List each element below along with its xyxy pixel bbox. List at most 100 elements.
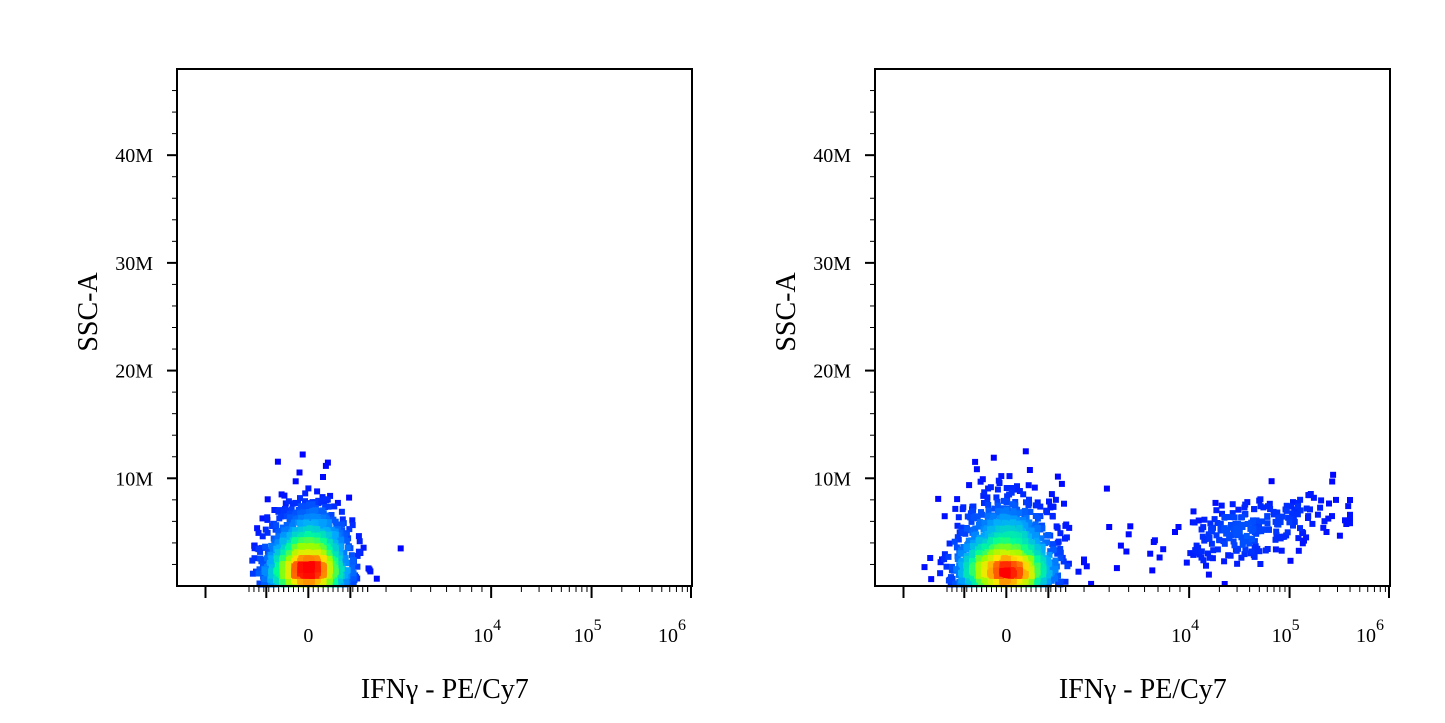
data-point [268, 572, 275, 579]
x-tick-label: 104 [1171, 617, 1199, 647]
data-point [1043, 507, 1050, 514]
data-point [1106, 524, 1113, 530]
data-point [1239, 524, 1246, 530]
data-point [1206, 554, 1213, 561]
data-point [264, 516, 271, 523]
data-point [332, 518, 339, 525]
data-point [1244, 521, 1251, 527]
data-point [349, 564, 356, 571]
data-point [270, 535, 277, 542]
data-point [1301, 537, 1307, 544]
data-point [993, 563, 1000, 569]
data-point [1329, 478, 1336, 485]
x-tick-label: 106 [658, 617, 686, 647]
data-point [297, 510, 304, 517]
data-point [343, 560, 350, 567]
data-point [266, 546, 273, 553]
data-point [1336, 532, 1343, 539]
data-point [356, 538, 363, 545]
y-tick-label: 30M [115, 253, 153, 275]
data-point [995, 519, 1001, 526]
data-point [1265, 526, 1272, 533]
data-point [1217, 521, 1224, 527]
data-point [984, 561, 991, 567]
y-tick-label: 40M [813, 145, 851, 167]
data-point [1345, 503, 1352, 510]
data-point [1223, 530, 1230, 537]
data-point [337, 569, 344, 576]
data-point [1000, 556, 1007, 563]
data-point [1198, 526, 1205, 533]
data-point [1288, 503, 1295, 510]
data-point [985, 507, 992, 514]
data-point [964, 513, 971, 520]
data-point [1063, 534, 1070, 541]
data-point [1297, 507, 1304, 514]
data-point [981, 500, 987, 506]
data-point [1034, 539, 1041, 546]
data-point [1231, 542, 1238, 549]
data-point [1295, 499, 1302, 506]
data-point [309, 501, 316, 508]
data-point [1032, 513, 1039, 519]
data-point [1206, 535, 1213, 541]
data-point [980, 492, 987, 499]
data-point [1052, 557, 1059, 564]
data-point [1064, 563, 1071, 570]
data-point [1014, 520, 1021, 527]
data-point [958, 577, 965, 584]
data-point [277, 551, 283, 558]
data-point [1016, 532, 1023, 539]
data-point [1279, 513, 1286, 520]
data-point [1248, 548, 1255, 555]
data-point [1034, 550, 1041, 557]
data-point [1342, 517, 1348, 524]
data-point [339, 556, 346, 563]
data-point [325, 503, 332, 510]
data-point [273, 545, 280, 552]
data-point [1275, 521, 1282, 528]
data-point [284, 507, 291, 514]
data-point [340, 551, 347, 558]
data-point [322, 462, 329, 469]
data-point [1235, 520, 1241, 527]
data-point [332, 578, 338, 585]
data-point [1047, 548, 1054, 555]
data-point [1026, 467, 1033, 473]
data-point [1023, 499, 1029, 506]
data-point [1221, 525, 1228, 532]
data-point [994, 498, 1001, 505]
data-point [1014, 483, 1020, 490]
data-point [1032, 502, 1039, 509]
data-point [945, 553, 952, 560]
data-point [264, 496, 271, 503]
data-point [987, 541, 994, 547]
y-tick-label: 20M [115, 361, 153, 383]
data-point [325, 569, 332, 576]
data-point [1011, 505, 1018, 511]
data-point [957, 550, 964, 557]
data-points [249, 451, 404, 588]
data-point [1291, 518, 1298, 525]
data-point [941, 513, 948, 520]
y-axis-title: SSC-A [73, 272, 104, 352]
data-point [1038, 535, 1045, 542]
data-point [282, 540, 289, 547]
data-point [1244, 538, 1250, 545]
data-point [1113, 565, 1120, 572]
data-point [1235, 545, 1241, 552]
data-point [1021, 555, 1028, 562]
data-point [1063, 521, 1070, 528]
data-point [1213, 532, 1220, 539]
data-point [1083, 563, 1090, 570]
data-point [1272, 510, 1279, 517]
data-point [249, 557, 256, 564]
chart-panel-1: 10M 20M 30M 40M 0 104 105 106 IFNγ - PE/Cy7 SSC-A [73, 68, 693, 705]
data-point [1289, 510, 1296, 517]
data-point [346, 526, 353, 533]
y-tick-label: 20M [813, 361, 851, 383]
data-point [305, 508, 312, 515]
data-point [937, 559, 944, 566]
data-point [1034, 562, 1041, 569]
